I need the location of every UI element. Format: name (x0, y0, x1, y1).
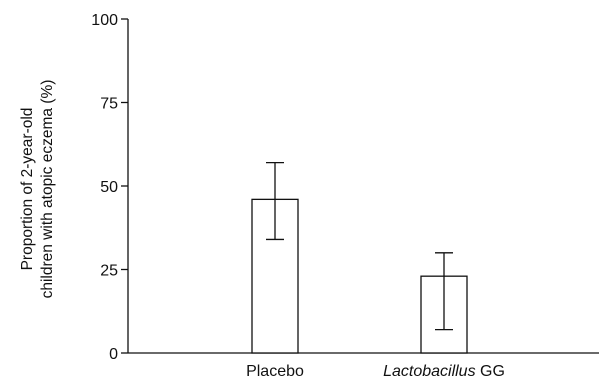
x-tick-label-1-italic: Lactobacillus (383, 363, 476, 380)
y-axis-title-line-2: children with atopic eczema (%) (39, 80, 56, 299)
x-tick-label-0-text: Placebo (246, 363, 304, 380)
y-tick-label-75: 75 (100, 96, 118, 113)
y-tick-label-0: 0 (109, 346, 118, 363)
y-axis-title: Proportion of 2-year-old children with a… (19, 80, 56, 299)
y-tick-label-25: 25 (100, 263, 118, 280)
y-axis-title-line-1: Proportion of 2-year-old (19, 108, 36, 271)
x-tick-label-1: Lactobacillus GG (383, 363, 505, 380)
x-tick-label-0: Placebo (246, 363, 304, 380)
y-tick-label-100: 100 (91, 12, 118, 29)
error-bars (266, 161, 453, 331)
bars (251, 198, 468, 354)
y-axis: 0 25 50 75 100 (91, 12, 129, 363)
x-tick-labels: Placebo Lactobacillus GG (246, 363, 505, 380)
y-tick-label-50: 50 (100, 179, 118, 196)
x-tick-label-1-text: GG (476, 363, 505, 380)
